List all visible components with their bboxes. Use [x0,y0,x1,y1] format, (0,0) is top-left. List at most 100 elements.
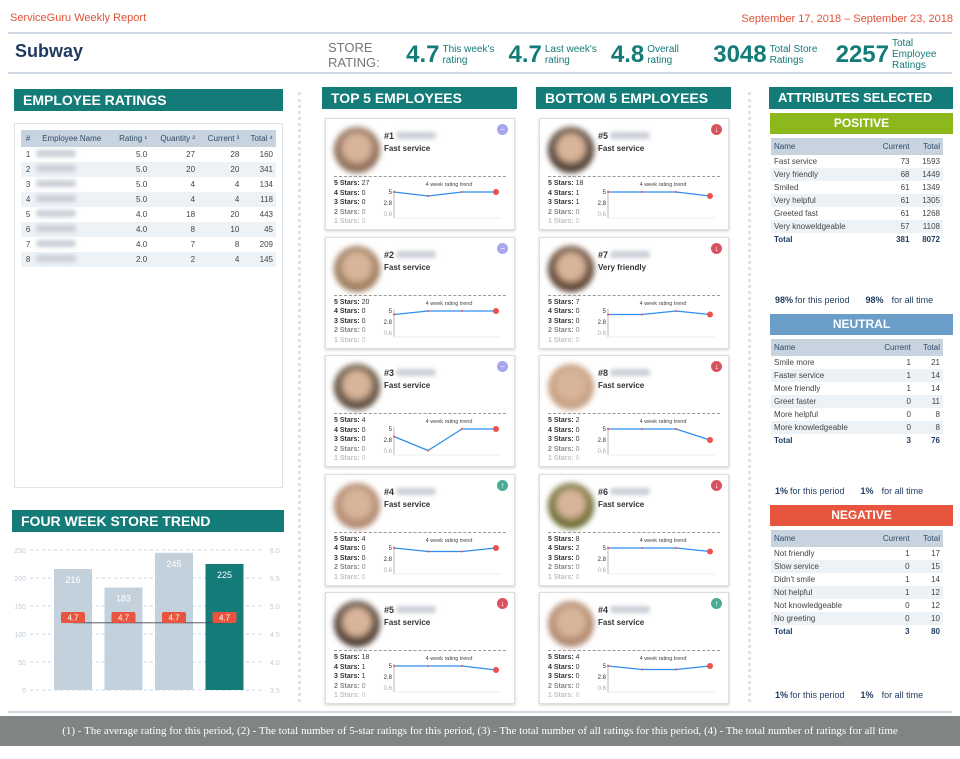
table-cell: Not knowledgeable [774,601,843,610]
star-label: 3 Stars: [548,317,574,325]
table-row: Not knowledgeable 0 12 [771,599,943,612]
total-row: Total 3 80 [771,625,943,638]
stat-item: 4.8 Overall rating [611,38,699,71]
stat-value: 4.7 [508,40,542,68]
star-value: 0 [361,682,366,690]
star-count-row: 2 Stars: 0 [548,208,583,218]
column-header[interactable]: # [21,130,34,147]
column-header[interactable]: Total [912,138,943,155]
rating-trend-sparkline: 4 week rating trend 5 2.8 0.6 [598,301,715,337]
blurred-name [396,369,437,376]
attributes-title: ATTRIBUTES SELECTED [769,87,953,109]
column-header[interactable]: Name [771,530,870,547]
table-row: More helpful 0 8 [771,408,943,421]
change-down-icon: ↓ [711,242,722,254]
table-cell: 45 [242,222,276,237]
table-row: Greeted fast 61 1268 [771,207,943,220]
positive-table: Name Current Total Fast service 73 1593 Very f… [771,138,943,246]
star-count-row: 1 Stars: 0 [334,573,366,583]
column-header[interactable]: Current ³ [198,130,243,147]
report-brand: ServiceGuru Weekly Report [10,12,147,24]
star-value: 1 [575,189,580,197]
table-cell: 4 [190,180,196,189]
sparkline-point [461,191,463,193]
column-header[interactable]: Total ⁴ [242,130,276,147]
star-value: 0 [361,317,366,325]
divider [8,32,952,34]
column-header[interactable]: Current [870,138,913,155]
star-count-row: 2 Stars: 0 [334,563,366,573]
sparkline-tick: 5 [389,309,393,315]
column-header[interactable]: Total [913,339,943,356]
star-label: 5 Stars: [548,535,574,543]
table-row: More knowledgeable 0 8 [771,421,943,434]
blurred-name [36,225,77,232]
table-cell: 4 [150,192,199,207]
top-attribute: Fast service [384,262,431,272]
column-header[interactable]: Name [771,138,871,155]
star-label: 1 Stars: [548,218,574,225]
total-value: 381 [870,233,913,246]
sparkline-tick: 2.8 [598,675,607,681]
top-attribute: Fast service [384,499,431,509]
divider [334,176,506,177]
table-cell: 0 [905,601,910,610]
sparkline-tick: 0.6 [384,449,393,455]
table-cell: 10 [198,222,243,237]
sparkline-tick: 0.6 [384,212,393,218]
column-header[interactable]: Rating ¹ [110,130,151,147]
table-row: More friendly 1 14 [771,382,943,395]
table-cell: 0 [869,560,913,573]
y-tick-label: 250 [14,548,26,555]
table-cell: 3 [25,180,31,189]
column-header[interactable]: Quantity ² [150,130,199,147]
table-cell: 68 [870,168,913,181]
column-header[interactable]: Employee Name [33,130,111,147]
sparkline-point [393,191,395,193]
column-header[interactable]: Total [912,530,943,547]
star-count-row: 4 Stars: 2 [548,544,580,554]
star-value: 2 [575,417,580,424]
sparkline-tick: 2.8 [384,557,393,563]
table-cell: 1593 [922,157,940,166]
star-label: 3 Stars: [548,554,574,562]
table-cell: 0 [906,410,911,419]
star-count-row: 3 Stars: 0 [334,435,366,445]
star-label: 5 Stars: [548,654,574,661]
column-header[interactable]: Name [771,339,873,356]
sparkline-title: 4 week rating trend [426,182,473,188]
table-row: Fast service 73 1593 [771,155,943,168]
star-count-row: 3 Stars: 0 [548,672,580,682]
bar-value-label: 216 [65,575,80,585]
star-label: 3 Stars: [334,673,360,680]
star-count-row: 1 Stars: 0 [334,217,369,227]
column-header[interactable]: Current [869,530,913,547]
table-cell: 61 [900,183,910,192]
table-cell: 0 [872,395,914,408]
column-header[interactable]: Current [872,339,914,356]
star-count-row: 5 Stars: 20 [334,298,369,308]
table-cell: 8 [150,222,199,237]
star-label: 2 Stars: [548,445,574,453]
blurred-name [36,240,77,247]
sparkline-line [393,428,496,452]
rank-number: #5 [384,605,395,615]
table-cell: Didn't smile [774,575,816,584]
table-row: No greeting 0 10 [771,612,943,625]
employee-rank: #6 [598,487,651,497]
rating-trend-sparkline: 4 week rating trend 5 2.8 0.6 [384,538,501,574]
sparkline-point [641,428,643,430]
top-attribute: Very friendly [598,262,647,272]
table-row: Very friendly 68 1449 [771,168,943,181]
